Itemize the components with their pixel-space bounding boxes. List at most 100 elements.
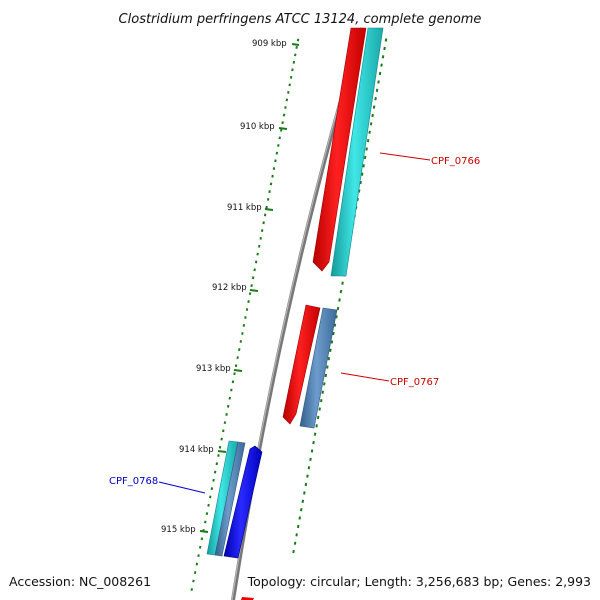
- minor-tick: [248, 292, 252, 296]
- accession-label: Accession: NC_008261: [9, 574, 151, 589]
- minor-tick: [330, 340, 334, 344]
- minor-tick: [335, 315, 338, 319]
- minor-tick: [320, 399, 323, 403]
- minor-tick: [217, 454, 220, 457]
- minor-tick: [213, 470, 217, 474]
- tick-label-914: 914 kbp: [179, 445, 214, 455]
- minor-tick: [309, 457, 312, 462]
- minor-tick: [377, 80, 380, 84]
- minor-tick: [304, 482, 308, 487]
- minor-tick: [266, 197, 270, 201]
- minor-tick: [234, 364, 238, 368]
- minor-tick: [301, 499, 305, 503]
- minor-tick: [329, 348, 332, 352]
- minor-tick: [363, 155, 367, 160]
- minor-tick: [285, 98, 289, 102]
- gene-label-cpf-0767[interactable]: CPF_0767: [390, 377, 439, 388]
- minor-tick: [298, 516, 301, 520]
- minor-tick: [226, 404, 230, 408]
- minor-tick: [231, 380, 235, 384]
- tick-label-909: 909 kbp: [252, 39, 287, 49]
- minor-tick: [362, 164, 365, 168]
- minor-tick: [357, 189, 361, 193]
- minor-tick: [271, 174, 274, 178]
- minor-tick: [378, 71, 382, 76]
- feature-cpf-0768-gene-2[interactable]: [214, 441, 246, 557]
- tick-label-915: 915 kbp: [161, 525, 196, 535]
- major-tick: [217, 450, 227, 453]
- minor-tick: [332, 331, 335, 336]
- minor-tick: [338, 298, 341, 302]
- minor-tick: [292, 549, 295, 554]
- minor-tick: [269, 182, 273, 186]
- minor-tick: [323, 382, 326, 386]
- minor-tick: [200, 537, 204, 541]
- topology-label: Topology: circular; Length: 3,256,683 bp…: [247, 574, 591, 589]
- minor-tick: [262, 221, 265, 225]
- minor-tick: [316, 415, 320, 420]
- minor-tick: [359, 180, 362, 185]
- minor-tick: [306, 474, 309, 478]
- minor-tick: [277, 144, 280, 147]
- minor-tick: [195, 562, 199, 566]
- minor-tick: [295, 46, 298, 49]
- minor-tick: [292, 60, 296, 64]
- minor-tick: [274, 159, 277, 163]
- minor-tick: [321, 390, 324, 394]
- minor-tick: [209, 495, 212, 499]
- minor-tick: [193, 571, 197, 574]
- minor-tick: [207, 503, 210, 507]
- leader-line-cpf-0768: [158, 481, 206, 494]
- major-tick: [278, 127, 288, 130]
- minor-tick: [228, 396, 231, 400]
- minor-tick: [236, 356, 239, 360]
- scale-ticks: 909 kbp 910 kbp 911 kbp 912 kbp 913 kbp …: [161, 39, 300, 535]
- gene-label-cpf-0768[interactable]: CPF_0768: [109, 476, 158, 487]
- minor-tick: [294, 53, 297, 57]
- minor-tick: [315, 424, 318, 428]
- major-tick: [291, 43, 300, 46]
- minor-tick: [360, 172, 364, 176]
- minor-tick: [324, 373, 328, 378]
- gene-label-cpf-0766[interactable]: CPF_0766: [431, 156, 480, 167]
- minor-tick: [218, 445, 222, 449]
- leader-line-cpf-0767: [340, 372, 390, 382]
- minor-tick: [275, 151, 279, 155]
- minor-tick: [210, 487, 214, 491]
- minor-tick: [333, 323, 337, 327]
- minor-tick: [241, 332, 244, 335]
- minor-tick: [307, 466, 311, 470]
- minor-tick: [220, 437, 223, 441]
- feature-cpf-0766-gene[interactable]: [330, 27, 384, 277]
- major-tick: [249, 289, 259, 292]
- minor-tick: [256, 252, 259, 256]
- feature-cpf-0766-cds[interactable]: [312, 27, 367, 272]
- minor-tick: [212, 478, 215, 482]
- minor-tick: [327, 357, 331, 361]
- minor-tick: [303, 491, 306, 495]
- minor-tick: [230, 388, 233, 392]
- minor-tick: [251, 276, 255, 280]
- minor-tick: [282, 113, 286, 117]
- minor-tick: [312, 440, 315, 445]
- minor-tick: [366, 139, 370, 143]
- minor-tick: [265, 205, 268, 209]
- minor-tick: [238, 348, 241, 351]
- minor-tick: [244, 316, 247, 319]
- feature-cpf-0767-cds[interactable]: [282, 304, 321, 425]
- minor-tick: [375, 88, 379, 92]
- minor-tick: [380, 63, 383, 67]
- minor-tick: [365, 147, 368, 151]
- inner-tick-track: [190, 38, 300, 591]
- minor-tick: [374, 97, 377, 101]
- feature-partial-red[interactable]: [241, 597, 254, 600]
- feature-cpf-0767-gene[interactable]: [299, 307, 338, 429]
- minor-tick: [192, 579, 195, 583]
- minor-tick: [371, 113, 374, 118]
- feature-cpf-0768-cds[interactable]: [223, 445, 263, 559]
- minor-tick: [293, 541, 297, 545]
- major-tick: [264, 208, 274, 211]
- minor-tick: [369, 122, 373, 126]
